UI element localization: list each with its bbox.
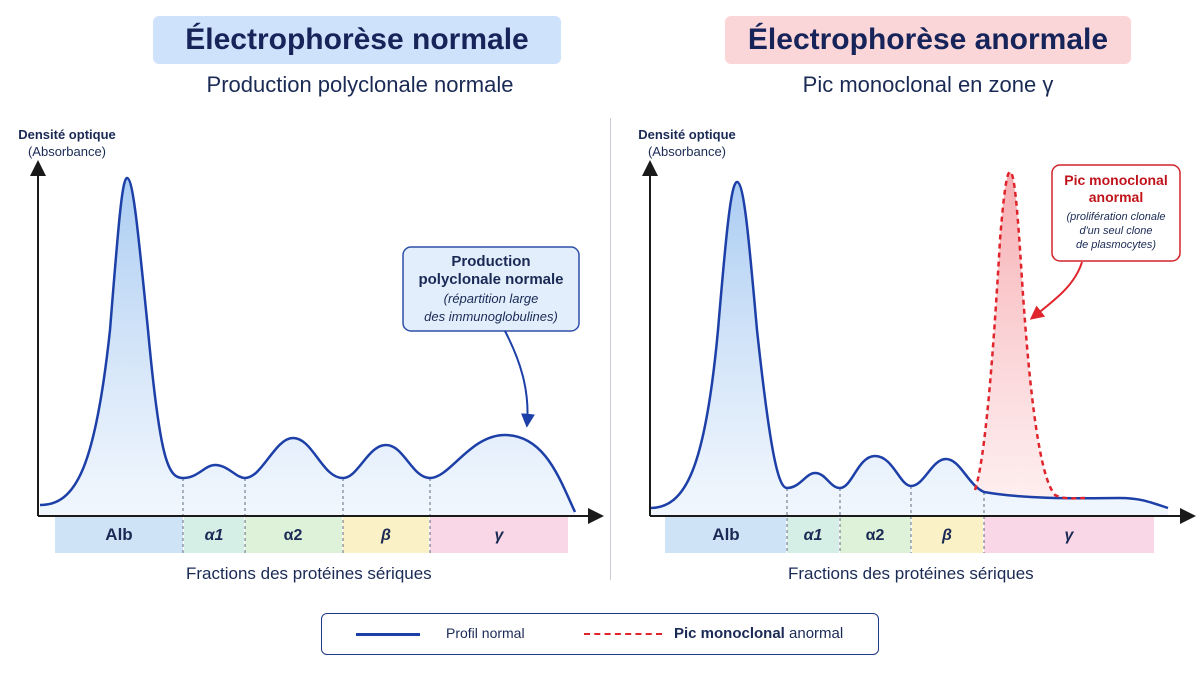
title-abnormal: Électrophorèse anormale — [725, 16, 1131, 64]
panel-abnormal: Électrophorèse anormale Pic monoclonal e… — [600, 0, 1200, 600]
label-gamma-abnormal: γ — [1065, 527, 1075, 544]
ylabel-abnormal: Densité optique (Absorbance) — [612, 126, 762, 160]
ylabel-abnormal-line1: Densité optique — [638, 127, 736, 142]
label-alpha1-normal: α1 — [205, 527, 224, 544]
mono-peak-curve — [973, 170, 1086, 500]
legend-mono-rest: anormal — [784, 625, 844, 642]
panel-normal: Électrophorèse normale Production polycl… — [0, 0, 600, 600]
legend-mono-bold: Pic monoclonal — [674, 625, 785, 642]
label-alpha2-abnormal: α2 — [866, 527, 885, 544]
band-alpha1-normal — [184, 517, 244, 553]
callout-normal-title2: polyclonale normale — [418, 271, 563, 288]
ylabel-normal-line1: Densité optique — [18, 127, 116, 142]
callout-normal-detail1: (répartition large — [444, 291, 539, 306]
ylabel-normal: Densité optique (Absorbance) — [0, 126, 142, 160]
label-gamma-normal: γ — [495, 527, 505, 544]
label-alpha1-abnormal: α1 — [804, 527, 823, 544]
subtitle-abnormal: Pic monoclonal en zone γ — [802, 72, 1054, 97]
legend-mono-label: Pic monoclonal anormal — [674, 625, 843, 642]
curve-normal — [39, 176, 577, 513]
callout-arrow-abnormal — [1029, 261, 1083, 320]
mono-fill — [975, 172, 1085, 500]
callout-normal-detail2: des immunoglobulines) — [424, 309, 558, 324]
label-beta-abnormal: β — [941, 527, 952, 544]
curve-fill-abnormal — [650, 182, 1168, 516]
band-alpha2-abnormal — [840, 517, 911, 553]
subtitle-normal: Production polyclonale normale — [206, 72, 514, 97]
curve-fill-normal — [40, 178, 575, 516]
callout-box-abnormal — [1051, 164, 1181, 262]
xlabel-abnormal: Fractions des protéines sériques — [788, 564, 1034, 583]
callout-arrow-normal — [504, 330, 535, 428]
legend-normal-label: Profil normal — [446, 625, 525, 641]
callout-box-normal — [402, 246, 580, 332]
band-alb-abnormal — [665, 517, 786, 553]
ylabel-normal-line2: (Absorbance) — [27, 144, 107, 159]
band-beta-normal — [343, 517, 429, 553]
band-alpha1-abnormal — [787, 517, 839, 553]
callout-abnormal-detail1: (prolifération clonale — [1066, 211, 1165, 223]
callout-abnormal-detail2: d'un seul clone — [1079, 225, 1152, 237]
legend: Profil normal Pic monoclonal anormal — [321, 613, 879, 655]
fraction-bands-normal — [55, 517, 568, 553]
panel-divider — [610, 118, 611, 580]
band-alpha2-normal — [245, 517, 342, 553]
ylabel-abnormal-line2: (Absorbance) — [647, 144, 727, 159]
callout-abnormal-title1: Pic monoclonal — [1064, 172, 1167, 188]
band-gamma-normal — [430, 517, 568, 553]
legend-mono-line — [584, 633, 662, 635]
fraction-bands-abnormal — [665, 517, 1154, 553]
callout-normal-title1: Production — [451, 253, 530, 270]
band-alb-normal — [55, 517, 183, 553]
curve-abnormal — [649, 180, 1169, 510]
legend-normal-line — [356, 633, 420, 636]
label-alb-normal: Alb — [105, 525, 132, 544]
separators-abnormal — [786, 486, 985, 553]
callout-abnormal-title2: anormal — [1089, 189, 1143, 205]
label-alpha2-normal: α2 — [284, 527, 303, 544]
label-beta-normal: β — [380, 527, 391, 544]
xlabel-normal: Fractions des protéines sériques — [186, 564, 432, 583]
callout-abnormal-detail3: de plasmocytes) — [1076, 239, 1156, 251]
band-beta-abnormal — [912, 517, 983, 553]
label-alb-abnormal: Alb — [712, 525, 739, 544]
band-gamma-abnormal — [984, 517, 1154, 553]
title-normal: Électrophorèse normale — [153, 16, 561, 64]
